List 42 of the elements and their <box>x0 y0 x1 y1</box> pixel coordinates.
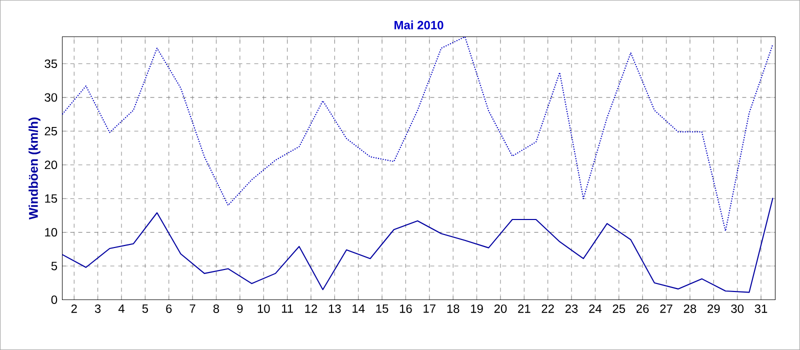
y-tick-label: 35 <box>44 59 58 68</box>
x-tick-label: 12 <box>305 304 318 313</box>
x-tick-label: 21 <box>518 304 530 313</box>
y-tick-label: 25 <box>44 126 58 136</box>
y-tick-label: 20 <box>44 160 58 170</box>
x-tick-label: 4 <box>118 304 124 313</box>
x-tick-label: 20 <box>494 304 507 313</box>
x-tick-label: 26 <box>636 304 649 313</box>
x-tick-label: 19 <box>471 304 483 313</box>
x-tick-label: 14 <box>352 304 365 313</box>
x-tick-label: 11 <box>282 304 293 313</box>
x-tick-label: 30 <box>731 304 744 313</box>
y-tick-label: 5 <box>51 262 58 270</box>
x-tick-label: 5 <box>142 304 148 313</box>
x-tick-label: 10 <box>258 304 270 313</box>
x-tick-label: 18 <box>447 304 460 313</box>
x-tick-label: 31 <box>754 304 768 313</box>
y-tick-label: 15 <box>45 194 58 203</box>
x-tick-label: 7 <box>190 304 196 313</box>
x-tick-label: 22 <box>542 304 554 313</box>
x-tick-label: 23 <box>565 304 578 313</box>
chart-title: Mai 2010 <box>394 20 444 30</box>
x-tick-label: 24 <box>589 304 602 313</box>
line-series <box>62 197 774 293</box>
y-tick-label: 30 <box>44 93 58 102</box>
x-tick-label: 29 <box>708 304 720 313</box>
y-axis-title: Windböen (km/h) <box>28 118 40 220</box>
x-tick-label: 6 <box>166 304 172 313</box>
x-tick-label: 25 <box>612 304 626 313</box>
x-tick-label: 28 <box>684 304 696 313</box>
x-tick-label: 27 <box>660 304 672 313</box>
x-tick-label: 8 <box>213 304 220 313</box>
y-tick-label: 0 <box>51 295 58 304</box>
x-tick-label: 3 <box>94 304 101 313</box>
x-tick-label: 9 <box>237 304 243 313</box>
x-tick-label: 2 <box>71 304 77 313</box>
x-tick-label: 17 <box>424 304 436 313</box>
x-tick-label: 16 <box>400 304 412 313</box>
line-series <box>62 36 774 232</box>
x-tick-label: 13 <box>328 304 341 313</box>
y-tick-label: 10 <box>45 228 58 237</box>
x-tick-label: 15 <box>376 304 388 313</box>
